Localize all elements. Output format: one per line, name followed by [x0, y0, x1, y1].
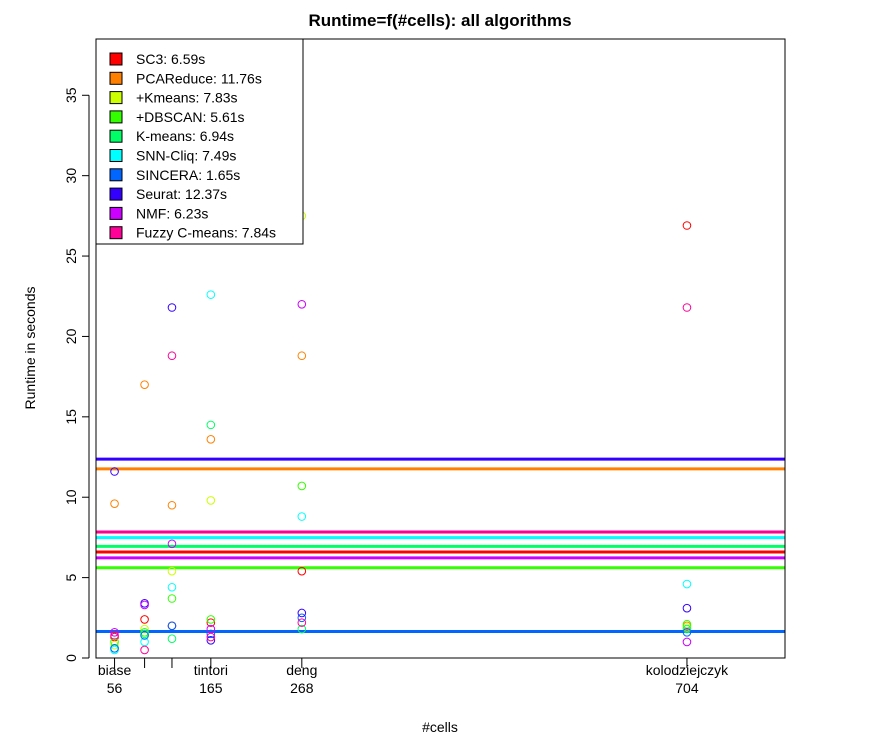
data-points: [110, 211, 692, 655]
y-tick-label: 15: [63, 409, 79, 425]
legend-entry: PCAReduce: 11.76s: [136, 70, 262, 86]
data-point: [140, 631, 149, 640]
data-point: [206, 290, 216, 299]
legend-box: [95, 38, 304, 245]
data-point: [167, 621, 177, 631]
data-point: [682, 303, 692, 312]
data-point: [167, 539, 177, 549]
data-point: [206, 496, 216, 505]
y-tick-label: 25: [63, 248, 79, 264]
legend-swatch: [109, 187, 123, 201]
data-point: [297, 299, 307, 309]
data-point: [297, 351, 307, 361]
legend-swatch: [109, 52, 123, 66]
legend-swatch: [109, 226, 123, 240]
data-point: [297, 624, 307, 634]
data-point: [297, 566, 307, 576]
data-point: [167, 594, 177, 603]
data-point: [682, 637, 692, 647]
legend-swatch: [109, 129, 123, 143]
data-point: [297, 481, 307, 491]
x-tick-label-count: 704: [675, 680, 699, 696]
data-point: [297, 608, 307, 618]
data-point: [140, 600, 149, 610]
data-point: [140, 380, 149, 389]
data-point: [297, 512, 307, 521]
data-point: [110, 627, 119, 637]
x-tick-label-name: kolodziejczyk: [646, 662, 729, 678]
data-point: [167, 351, 177, 361]
legend-entry: NMF: 6.23s: [136, 205, 208, 221]
legend-entry: Fuzzy C-means: 7.84s: [136, 225, 276, 241]
data-point: [682, 603, 692, 613]
data-point: [682, 624, 692, 634]
legend-entry: K-means: 6.94s: [136, 128, 234, 144]
data-point: [140, 624, 149, 634]
legend-entry: +DBSCAN: 5.61s: [136, 109, 245, 125]
y-tick-label: 5: [63, 574, 79, 582]
data-point: [206, 632, 216, 642]
data-point: [682, 627, 692, 637]
legend-swatch: [109, 110, 123, 124]
data-point: [297, 613, 307, 623]
x-tick-label-name: tintori: [194, 662, 228, 678]
data-point: [297, 618, 307, 627]
data-point: [167, 303, 177, 312]
legend-swatch: [109, 168, 123, 182]
data-point: [206, 420, 216, 430]
legend-swatch: [109, 149, 123, 162]
data-point: [140, 645, 149, 655]
data-point: [206, 618, 216, 627]
y-tick-label: 30: [63, 168, 79, 184]
data-point: [140, 615, 149, 624]
data-point: [110, 644, 119, 653]
legend-swatch: [109, 91, 123, 105]
x-tick-label-count: 268: [290, 680, 314, 696]
x-tick-label-name: biase: [98, 662, 132, 678]
legend-entry: +Kmeans: 7.83s: [136, 90, 238, 106]
y-tick-label: 0: [63, 654, 79, 662]
x-tick-label-name: deng: [286, 662, 317, 678]
legend-entry: SNN-Cliq: 7.49s: [136, 148, 236, 164]
data-point: [110, 499, 119, 508]
x-tick-label-count: 56: [107, 680, 123, 696]
data-point: [167, 500, 177, 510]
data-point: [206, 629, 216, 639]
data-point: [110, 640, 119, 650]
y-tick-label: 35: [63, 87, 79, 103]
y-tick-label: 10: [63, 489, 79, 505]
y-tick-label: 20: [63, 328, 79, 344]
data-point: [206, 435, 216, 444]
data-point: [167, 582, 177, 592]
legend-swatch: [109, 71, 123, 85]
data-point: [682, 579, 692, 589]
mean-lines: [96, 457, 785, 633]
x-axis-label: #cells: [422, 719, 458, 735]
x-tick-label-count: 165: [199, 680, 223, 696]
legend: SC3: 6.59s PCAReduce: 11.76s +Kmeans: 7.83…: [95, 38, 304, 245]
data-point: [206, 636, 216, 645]
data-point: [110, 631, 119, 640]
y-axis-label: Runtime in seconds: [22, 287, 38, 410]
data-point: [206, 615, 216, 624]
x-axis: biase 56 tintori 165 deng 268 kolodziejczyk 704: [98, 657, 729, 696]
legend-entry: SINCERA: 1.65s: [136, 167, 240, 183]
data-point: [167, 566, 177, 576]
legend-swatch: [109, 206, 123, 220]
chart-title: Runtime=f(#cells): all algorithms: [308, 11, 571, 30]
data-point: [110, 467, 119, 476]
legend-entry: SC3: 6.59s: [136, 51, 205, 67]
y-axis: 0 5 10 15 20 25 30 35: [63, 87, 90, 662]
data-point: [167, 634, 177, 644]
legend-entry: Seurat: 12.37s: [136, 186, 227, 202]
data-point: [682, 221, 692, 230]
